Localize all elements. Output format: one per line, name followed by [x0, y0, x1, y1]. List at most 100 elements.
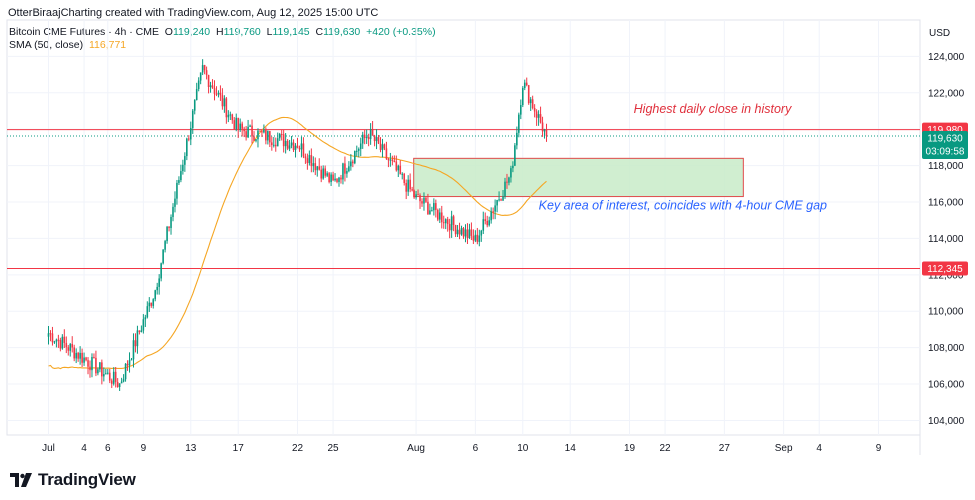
- candle-body: [458, 229, 461, 235]
- candle-body: [265, 129, 267, 141]
- candle-body: [389, 159, 392, 161]
- candle-body: [340, 177, 342, 180]
- highest-close-annotation: Highest daily close in history: [634, 102, 792, 116]
- x-tick-label: 17: [233, 443, 245, 454]
- candle-body: [488, 220, 490, 226]
- candle-body: [371, 129, 374, 136]
- candle-body: [221, 95, 224, 107]
- candle-body: [227, 114, 230, 118]
- candle-body: [152, 299, 155, 306]
- attribution-text: OtterBiraajCharting created with Trading…: [8, 7, 379, 19]
- candle-body: [205, 70, 208, 75]
- candle-body: [460, 228, 463, 235]
- candle-body: [438, 212, 441, 220]
- candle-body: [184, 156, 186, 165]
- candle-body: [300, 143, 303, 150]
- candle-body: [241, 123, 243, 129]
- candle-body: [223, 98, 226, 107]
- candle-body: [164, 241, 166, 250]
- candle-body: [395, 161, 398, 171]
- candle-body: [176, 182, 178, 199]
- candle-body: [316, 166, 319, 171]
- candle-body: [304, 156, 307, 159]
- candle-body: [269, 131, 271, 143]
- candle-body: [423, 197, 425, 204]
- candle-body: [282, 134, 285, 147]
- x-tick-label: 6: [105, 443, 111, 454]
- candle-body: [172, 206, 174, 217]
- candle-body: [470, 229, 473, 236]
- candle-body: [124, 363, 127, 380]
- candlestick-series: [47, 59, 548, 391]
- candle-body: [352, 161, 354, 164]
- candle-body: [387, 158, 390, 161]
- y-tick-label: 112,000: [928, 270, 964, 281]
- candle-body: [286, 140, 289, 149]
- candle-body: [61, 336, 64, 349]
- currency-label: USD: [929, 28, 951, 39]
- candle-body: [521, 87, 524, 106]
- candle-body: [468, 229, 471, 238]
- tradingview-logo[interactable]: TradingView: [10, 470, 136, 490]
- candle-body: [278, 133, 281, 139]
- candle-body: [344, 163, 346, 174]
- candle-body: [193, 99, 196, 111]
- key-area-zone: [413, 157, 744, 198]
- candle-body: [154, 290, 157, 300]
- open-value: 119,240: [172, 26, 211, 38]
- candle-body: [537, 114, 540, 118]
- candle-body: [213, 88, 216, 94]
- horizontal-levels: [7, 129, 920, 270]
- candle-body: [63, 336, 66, 343]
- candle-body: [73, 347, 75, 359]
- candle-body: [510, 168, 512, 178]
- candle-body: [290, 142, 293, 146]
- candle-body: [535, 111, 538, 118]
- bar-countdown-label: 03:09:58: [926, 146, 965, 157]
- candle-body: [415, 194, 417, 198]
- key-area-annotation: Key area of interest, coincides with 4-h…: [539, 198, 827, 212]
- candle-body: [383, 144, 386, 149]
- candle-body: [49, 333, 52, 335]
- tradingview-icon: [10, 473, 32, 487]
- candle-body: [393, 160, 396, 162]
- candle-body: [435, 203, 437, 210]
- candle-body: [51, 333, 54, 343]
- candle-body: [518, 114, 520, 133]
- candle-body: [267, 131, 269, 141]
- candle-body: [253, 136, 255, 141]
- candle-body: [476, 234, 479, 242]
- candle-body: [474, 234, 477, 241]
- candle-body: [67, 347, 70, 351]
- candle-body: [180, 171, 182, 181]
- candle-body: [136, 330, 139, 347]
- candle-body: [79, 352, 81, 359]
- candle-body: [377, 137, 380, 144]
- candle-body: [437, 209, 439, 220]
- candle-body: [338, 177, 340, 182]
- candle-body: [452, 216, 455, 225]
- candle-body: [292, 142, 295, 150]
- candle-body: [103, 374, 105, 377]
- low-value: 119,145: [272, 26, 310, 38]
- x-tick-label: Aug: [407, 443, 425, 454]
- candle-body: [271, 142, 273, 146]
- candle-body: [342, 163, 344, 180]
- candle-body: [235, 117, 238, 130]
- candle-body: [182, 164, 184, 172]
- candle-body: [150, 302, 153, 306]
- candle-body: [126, 363, 129, 366]
- candle-body: [440, 212, 443, 223]
- candle-body: [464, 229, 467, 237]
- close-value: 119,630: [323, 26, 361, 38]
- candle-body: [255, 139, 257, 141]
- candle-body: [320, 169, 323, 179]
- symbol-legend: Bitcoin CME Futures · 4h · CME O119,240 …: [9, 26, 436, 38]
- candle-body: [308, 155, 311, 164]
- candle-body: [65, 342, 68, 348]
- candle-body: [91, 357, 93, 371]
- candle-body: [403, 173, 406, 183]
- sma-polyline: [48, 116, 547, 370]
